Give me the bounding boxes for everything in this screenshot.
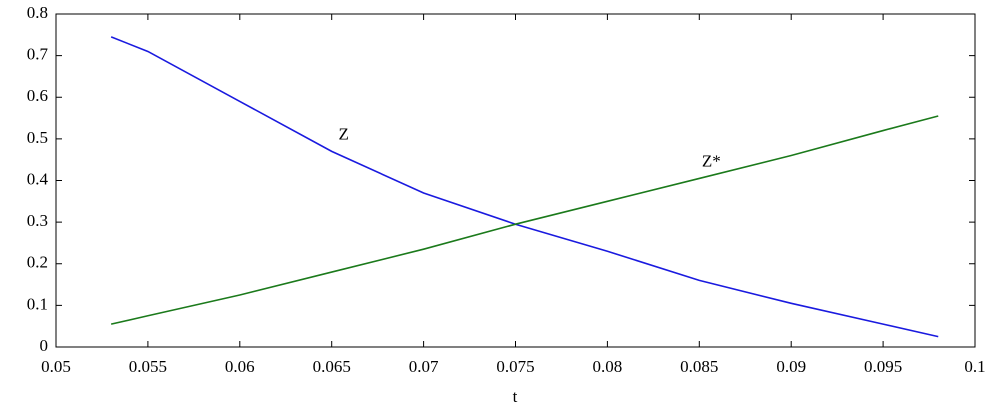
x-tick-label: 0.095	[864, 357, 902, 376]
y-tick-label: 0.4	[27, 169, 49, 188]
y-tick-label: 0.3	[27, 211, 48, 230]
y-tick-label: 0.7	[27, 45, 49, 64]
series-line	[110, 36, 939, 338]
y-tick-label: 0.8	[27, 3, 48, 22]
x-tick-label: 0.075	[496, 357, 534, 376]
x-tick-label: 0.05	[41, 357, 71, 376]
y-tick-label: 0.6	[27, 86, 48, 105]
series-label: Z*	[702, 151, 721, 170]
y-tick-label: 0.5	[27, 128, 48, 147]
x-tick-label: 0.065	[313, 357, 351, 376]
x-tick-label: 0.055	[129, 357, 167, 376]
series-line	[110, 115, 939, 325]
x-tick-label: 0.085	[680, 357, 718, 376]
x-tick-label: 0.06	[225, 357, 255, 376]
plot-frame	[55, 13, 976, 348]
x-axis-label: t	[513, 387, 518, 406]
x-tick-label: 0.07	[409, 357, 439, 376]
x-tick-label: 0.09	[776, 357, 806, 376]
x-tick-label: 0.08	[593, 357, 623, 376]
y-tick-label: 0	[40, 336, 49, 355]
series-label: Z	[339, 124, 349, 143]
y-tick-label: 0.2	[27, 253, 48, 272]
x-tick-label: 0.1	[964, 357, 985, 376]
y-tick-label: 0.1	[27, 294, 48, 313]
